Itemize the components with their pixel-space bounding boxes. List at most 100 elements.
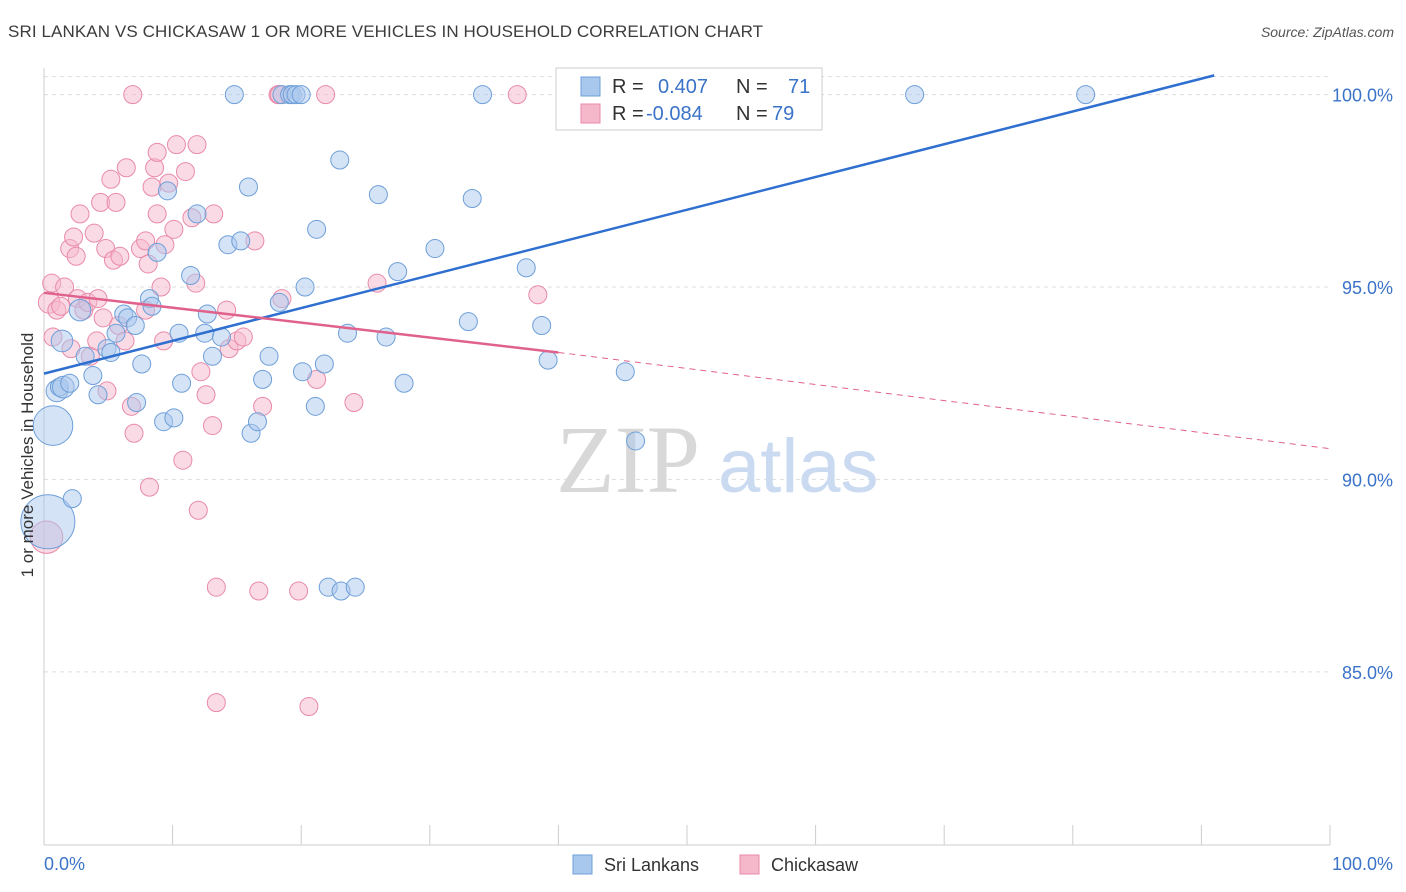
sri-lankans-point xyxy=(330,150,350,170)
sri-lankans-point xyxy=(905,85,925,105)
sri-lankans-point xyxy=(345,577,365,597)
sri-lankans-point xyxy=(50,329,74,353)
sri-lankans-point xyxy=(164,408,184,428)
chickasaw-trend-extension xyxy=(558,351,1331,450)
chickasaw-point xyxy=(124,423,144,443)
sri-lankans-point xyxy=(20,494,76,550)
sri-lankans-point xyxy=(425,239,445,259)
y-tick-label: 100.0% xyxy=(1332,86,1393,106)
chickasaw-point xyxy=(123,85,143,105)
chickasaw-point xyxy=(136,231,156,251)
sri-lankans-point xyxy=(181,265,201,285)
watermark: ZIP atlas xyxy=(556,406,879,513)
sri-lankans-point xyxy=(259,346,279,366)
sri-lankans-point xyxy=(626,431,646,451)
sri-lankans-point xyxy=(83,366,103,386)
legend-row1-r-value: 0.407 xyxy=(658,76,708,98)
y-tick-label: 95.0% xyxy=(1342,278,1393,298)
chickasaw-point xyxy=(507,85,527,105)
sri-lankans-point xyxy=(247,412,267,432)
chickasaw-point xyxy=(51,296,71,316)
y-axis-label: 1 or more Vehicles in Household xyxy=(18,333,37,578)
chickasaw-point xyxy=(217,300,237,320)
chickasaw-point xyxy=(249,581,269,601)
sri-lankans-point xyxy=(88,385,108,405)
chickasaw-point xyxy=(188,500,208,520)
sri-lankans-point xyxy=(314,354,334,374)
sri-lankans-point xyxy=(106,323,126,343)
legend-row2-n-label: N = xyxy=(736,103,768,125)
sri-lankans-point xyxy=(462,189,482,209)
bottom-legend-pink-swatch xyxy=(739,854,760,875)
sri-lankans-point xyxy=(269,292,289,312)
chickasaw-point xyxy=(196,385,216,405)
chickasaw-point xyxy=(93,308,113,328)
sri-lankans-point xyxy=(187,204,207,224)
sri-lankans-point xyxy=(231,231,251,251)
sri-lankans-point xyxy=(202,346,222,366)
chickasaw-point xyxy=(151,277,171,297)
chickasaw-point xyxy=(106,192,126,212)
chickasaw-point xyxy=(528,285,548,305)
sri-lankans-point xyxy=(127,392,147,412)
chickasaw-point xyxy=(202,416,222,436)
sri-lankans-point xyxy=(172,373,192,393)
sri-lankans-point xyxy=(68,298,92,322)
chickasaw-points xyxy=(29,85,548,716)
sri-lankans-point xyxy=(615,362,635,382)
axes xyxy=(43,68,1331,846)
bottom-legend: Sri Lankans Chickasaw xyxy=(572,854,859,875)
sri-lankans-point xyxy=(394,373,414,393)
sri-lankans-point xyxy=(157,181,177,201)
sri-lankans-point xyxy=(224,85,244,105)
sri-lankans-point xyxy=(458,312,478,332)
sri-lankans-point xyxy=(32,405,74,446)
chickasaw-point xyxy=(84,223,104,243)
chickasaw-point xyxy=(164,219,184,239)
chickasaw-point xyxy=(175,162,195,182)
sri-lankans-point xyxy=(253,369,273,389)
sri-lankans-point xyxy=(1076,85,1096,105)
chickasaw-point xyxy=(147,142,167,162)
sri-lankans-point xyxy=(291,85,311,105)
sri-lankans-point xyxy=(292,362,312,382)
chart-title: SRI LANKAN VS CHICKASAW 1 OR MORE VEHICL… xyxy=(8,22,764,41)
x-tick-label: 100.0% xyxy=(1332,854,1393,874)
sri-lankans-point xyxy=(295,277,315,297)
legend-row1-n-label: N = xyxy=(736,76,768,98)
sri-lankans-points xyxy=(20,85,1096,601)
sri-lankans-point xyxy=(60,373,80,393)
y-tick-labels: 85.0% 90.0% 95.0% 100.0% xyxy=(1332,86,1393,683)
source-credit: Source: ZipAtlas.com xyxy=(1260,24,1394,40)
sri-lankans-point xyxy=(473,85,493,105)
chickasaw-point xyxy=(289,581,309,601)
legend-row2-n-value: 79 xyxy=(772,103,794,125)
x-tick-label: 0.0% xyxy=(44,854,85,874)
sri-lankans-point xyxy=(307,219,327,239)
chickasaw-point xyxy=(204,204,224,224)
bottom-legend-chickasaw: Chickasaw xyxy=(771,855,859,875)
legend-row1-n-value: 71 xyxy=(788,76,810,98)
chickasaw-point xyxy=(206,693,226,713)
legend-row2-r-value: -0.084 xyxy=(646,103,703,125)
watermark-atlas: atlas xyxy=(718,424,879,509)
chickasaw-point xyxy=(70,204,90,224)
chickasaw-trend-line xyxy=(43,291,559,354)
sri-lankans-point xyxy=(132,354,152,374)
chickasaw-point xyxy=(101,169,121,189)
y-tick-label: 90.0% xyxy=(1342,470,1393,490)
x-tick-labels: 0.0% 100.0% xyxy=(44,854,1393,874)
chickasaw-point xyxy=(316,85,336,105)
chickasaw-point xyxy=(173,450,193,470)
legend-blue-swatch xyxy=(580,76,601,97)
chickasaw-point xyxy=(110,246,130,266)
sri-lankans-point xyxy=(532,316,552,336)
sri-lankans-point xyxy=(305,396,325,416)
sri-lankans-point xyxy=(516,258,536,278)
chickasaw-point xyxy=(64,227,84,247)
chickasaw-point xyxy=(191,362,211,382)
sri-lankans-point xyxy=(62,489,82,509)
trend-lines xyxy=(43,74,1331,450)
legend-box: R = 0.407 N = 71 R = -0.084 N = 79 xyxy=(555,67,823,131)
